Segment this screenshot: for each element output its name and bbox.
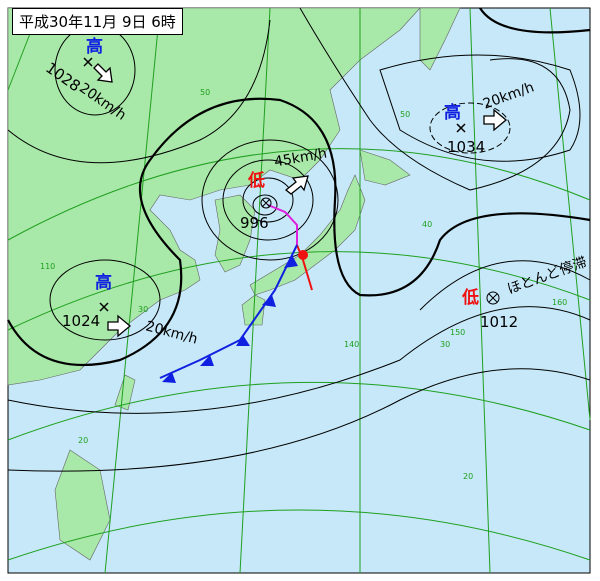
grid-label: 50 bbox=[400, 110, 411, 119]
grid-label: 30 bbox=[138, 305, 149, 314]
motion-arrows bbox=[93, 63, 508, 338]
low-pressure: 996 bbox=[240, 214, 269, 232]
high-label: 高 bbox=[444, 103, 461, 123]
asia-continent bbox=[7, 7, 421, 386]
arrow-icon bbox=[483, 108, 508, 132]
grid-label: 20 bbox=[78, 436, 89, 445]
low-center-icons bbox=[260, 197, 500, 305]
low-label: 低 bbox=[462, 288, 479, 308]
center-marks bbox=[83, 57, 466, 312]
isobars bbox=[7, 7, 591, 472]
occluded-front bbox=[267, 204, 298, 245]
high-center-icon bbox=[456, 123, 466, 133]
low-pressure: 1012 bbox=[480, 313, 519, 331]
grid-label: 150 bbox=[450, 328, 466, 337]
land bbox=[7, 7, 461, 561]
grid-label: 50 bbox=[200, 88, 211, 97]
grid-label: 140 bbox=[344, 340, 360, 349]
high-pressure: 1034 bbox=[447, 138, 486, 156]
low-label: 低 bbox=[248, 171, 265, 191]
map-title: 平成30年11月 9日 6時 bbox=[12, 8, 183, 35]
warm-front-mark bbox=[298, 250, 308, 260]
high-center-icon bbox=[83, 57, 93, 67]
taiwan bbox=[114, 374, 136, 411]
grid-label: 40 bbox=[422, 220, 433, 229]
sakhalin bbox=[419, 7, 461, 71]
high-center-icon bbox=[99, 302, 109, 312]
grid-label: 30 bbox=[440, 340, 451, 349]
hokkaido bbox=[359, 149, 411, 186]
grid-label: 160 bbox=[552, 298, 568, 307]
thick-isobars bbox=[7, 7, 591, 367]
arrow-icon bbox=[284, 175, 309, 195]
arrow-icon bbox=[107, 314, 132, 338]
grid-label: 110 bbox=[40, 262, 56, 271]
cold-front-marks bbox=[162, 255, 298, 383]
high-pressure: 1024 bbox=[62, 312, 101, 330]
grid-label: 20 bbox=[463, 472, 474, 481]
arrow-icon bbox=[93, 63, 113, 83]
high-label: 高 bbox=[86, 37, 103, 57]
high-label: 高 bbox=[95, 273, 112, 293]
